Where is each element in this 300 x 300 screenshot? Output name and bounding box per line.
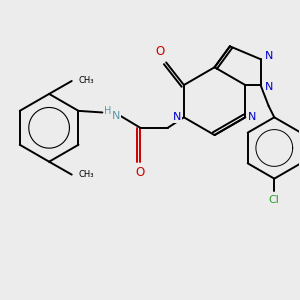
Text: N: N [173,112,181,122]
Text: O: O [156,45,165,58]
Text: CH₃: CH₃ [78,170,94,179]
Text: CH₃: CH₃ [78,76,94,85]
Text: Cl: Cl [269,195,280,206]
Text: N: N [264,82,273,92]
Text: O: O [136,166,145,179]
Text: N: N [112,111,120,121]
Text: N: N [264,51,273,61]
Text: H: H [104,106,112,116]
Text: N: N [248,112,256,122]
